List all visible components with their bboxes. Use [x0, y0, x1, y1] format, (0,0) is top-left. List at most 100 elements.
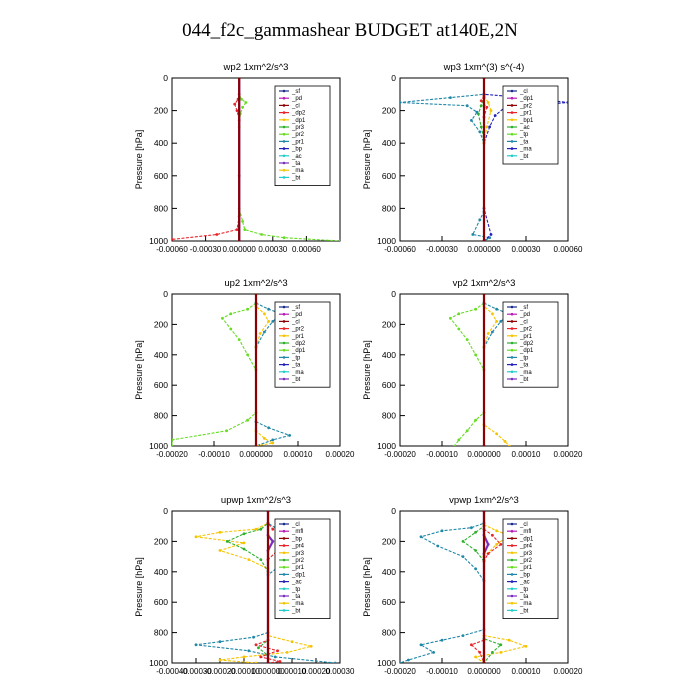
- series-point: [218, 549, 222, 552]
- legend-marker: [510, 580, 514, 583]
- legend-marker: [282, 544, 286, 547]
- legend-marker: [282, 558, 286, 562]
- legend-marker: [282, 320, 286, 323]
- legend-entry: _dp1: [291, 572, 306, 578]
- series-point: [242, 541, 246, 545]
- legend-entry: _ta: [519, 139, 529, 145]
- series-point: [465, 104, 469, 108]
- series-point: [309, 644, 313, 648]
- series-point: [485, 125, 489, 129]
- legend-marker: [282, 370, 286, 374]
- series-point: [235, 228, 239, 232]
- legend-marker: [282, 125, 286, 129]
- legend-entry: _pr1: [519, 565, 533, 571]
- series-point: [486, 552, 490, 555]
- series-point: [491, 533, 494, 537]
- series-point: [285, 651, 289, 654]
- y-tick-label: 200: [154, 319, 168, 329]
- legend-entry: _ta: [519, 363, 529, 369]
- series-point: [453, 444, 456, 446]
- x-tick-label: -0.00010: [198, 450, 230, 459]
- legend-entry: _bt: [291, 175, 301, 181]
- series-point: [474, 418, 477, 422]
- legend-marker: [282, 305, 286, 309]
- legend-entry: _pr2: [291, 558, 305, 564]
- legend-marker: [282, 140, 286, 143]
- series-point: [194, 535, 198, 539]
- y-tick-label: 200: [154, 106, 168, 116]
- legend-entry: _ma: [519, 601, 532, 607]
- x-tick-label: -0.00010: [426, 450, 458, 459]
- x-tick-label: 0.00010: [284, 450, 313, 459]
- y-tick-label: 200: [382, 319, 396, 329]
- y-tick-label: 600: [382, 171, 396, 181]
- legend-marker: [282, 147, 286, 150]
- series-point: [495, 543, 498, 546]
- legend-entry: _pr3: [519, 551, 533, 557]
- y-tick-label: 200: [154, 536, 168, 546]
- series-point: [237, 239, 241, 241]
- x-tick-label: -0.00040: [156, 667, 188, 676]
- series-line-dp1: [255, 294, 292, 446]
- legend-entry: _pd: [291, 312, 302, 318]
- series-point: [172, 238, 174, 241]
- legend-marker: [282, 601, 286, 605]
- legend-entry: _sf: [519, 305, 528, 311]
- legend-entry: _cl: [519, 522, 528, 528]
- legend-entry: _mfl: [291, 529, 303, 535]
- x-tick-label: 0.00010: [278, 667, 307, 676]
- series-point: [493, 114, 497, 117]
- series-line-pr1: [462, 511, 502, 663]
- series-point: [258, 332, 262, 335]
- series-point: [242, 547, 246, 551]
- legend-marker: [282, 522, 286, 526]
- y-tick-label: 0: [391, 73, 396, 83]
- series-point: [263, 437, 266, 440]
- chart-panel-4: vp2 1xm^2/s^3 Pressure [hPa] 0 200 400 600 800…: [362, 278, 583, 459]
- y-tick-label: 1000: [377, 236, 396, 246]
- panel-title: vpwp 1xm^2/s^3: [449, 495, 519, 506]
- series-point: [263, 330, 266, 334]
- x-tick-label: 0.00030: [258, 245, 287, 254]
- legend-marker: [282, 104, 286, 107]
- legend-marker: [282, 594, 286, 598]
- legend-entry: _pr1: [291, 139, 305, 145]
- legend-marker: [282, 132, 286, 136]
- legend-entry: _dp1: [291, 118, 306, 124]
- series-point: [271, 441, 275, 445]
- legend-marker: [282, 89, 286, 93]
- legend-entry: _ta: [291, 594, 301, 600]
- series-point: [254, 661, 258, 663]
- y-axis-label: Pressure [hPa]: [134, 130, 144, 190]
- legend-marker: [510, 544, 514, 547]
- series-point: [266, 511, 270, 513]
- legend-entry: _bp1: [519, 118, 534, 124]
- legend-marker: [282, 537, 286, 540]
- y-axis-label: Pressure [hPa]: [362, 340, 372, 400]
- y-axis-label: Pressure [hPa]: [362, 557, 372, 617]
- legend-entry: _pr2: [291, 327, 305, 333]
- legend-marker: [282, 565, 286, 569]
- legend-entry: _dp1: [519, 348, 534, 354]
- chart-panel-2: wp3 1xm^(3) s^(-4) Pressure [hPa] 0 200 400 6…: [362, 62, 583, 254]
- legend-entry: _tp: [519, 132, 529, 138]
- series-line-ta: [400, 78, 492, 241]
- legend-entry: _sf: [291, 89, 300, 95]
- series-line-tp: [195, 511, 336, 663]
- series-point: [474, 307, 477, 311]
- series-point: [218, 530, 222, 534]
- legend-marker: [510, 154, 514, 158]
- series-point: [288, 434, 291, 437]
- x-tick-label: 0.000000: [467, 245, 501, 254]
- legend-entry: _pr2: [519, 327, 533, 333]
- series-point: [400, 661, 402, 663]
- series-point: [478, 130, 482, 134]
- legend-entry: _bt: [519, 608, 529, 614]
- legend-marker: [510, 601, 514, 605]
- series-point: [278, 660, 282, 663]
- legend-entry: _sf: [291, 305, 300, 311]
- series-point: [482, 444, 486, 446]
- series-point: [194, 643, 198, 647]
- legend-entry: _dp2: [291, 341, 306, 347]
- x-tick-label: -0.00060: [156, 245, 188, 254]
